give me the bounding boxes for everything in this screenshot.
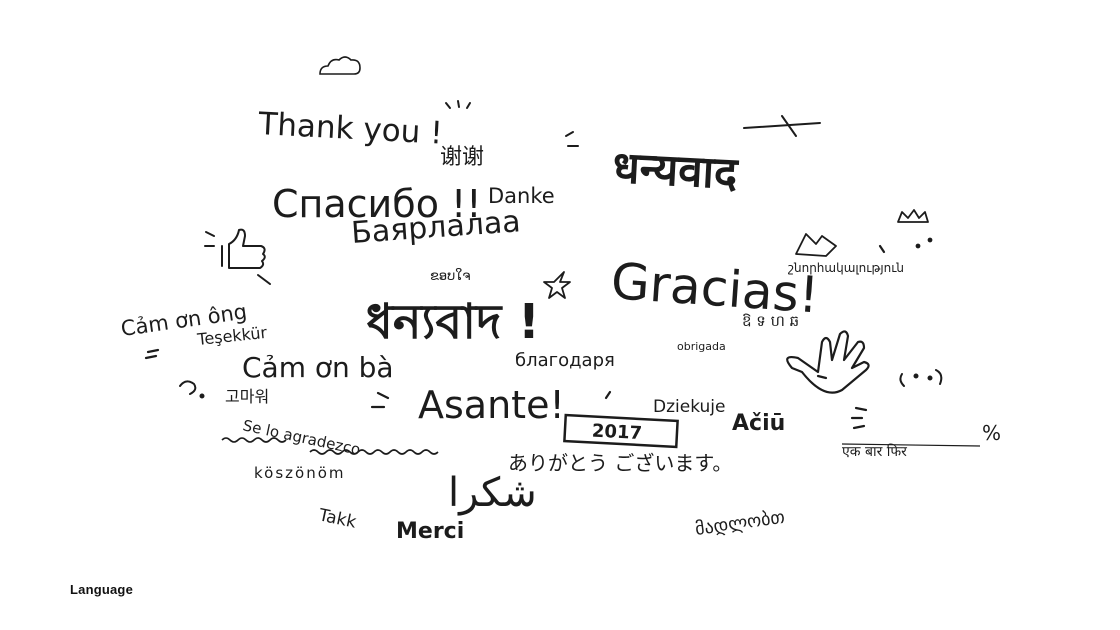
word-cam-on-ba: Cảm ơn bà: [242, 351, 394, 384]
thumbs-up-icon: [204, 228, 271, 285]
caption-language: Language: [70, 582, 133, 597]
word-aciu: Ačiū: [732, 411, 785, 436]
word-danke: Danke: [488, 184, 555, 208]
wavy-underline: [221, 437, 439, 455]
ek-baar-underline: [841, 443, 981, 447]
word-shukran: شكرا: [448, 470, 537, 516]
word-armenian: շնորհակալություն: [788, 261, 904, 275]
word-lao: ຂອບໃຈ: [430, 269, 471, 284]
word-obrigada: obrigada: [677, 340, 726, 353]
year-box: [563, 413, 679, 449]
word-takk: Takk: [316, 505, 358, 533]
cloud-icon: [319, 56, 361, 75]
word-dhanyavad-hindi: धन्यवाद: [611, 142, 740, 200]
word-dhonnobad: ধন্যবাদ !: [366, 294, 540, 350]
word-khmer: ឱ ទ ហ ឆ: [742, 312, 799, 330]
word-asante: Asante!: [418, 383, 565, 427]
hand-icon: [786, 330, 870, 394]
arrow-icon: [795, 233, 837, 257]
word-gracias: Gracias!: [609, 252, 821, 324]
word-blagodarya: благодаря: [515, 350, 615, 371]
word-xiexie: 谢谢: [440, 145, 484, 170]
crown-icon: [897, 209, 933, 249]
dash-marks: [144, 244, 886, 430]
word-georgian: მადლობთ: [694, 507, 786, 540]
word-merci: Merci: [396, 519, 464, 544]
cross-icon: [743, 115, 821, 137]
thank-you-sparkle-lines: [445, 100, 579, 147]
question-mark-icon: [179, 380, 205, 399]
word-spasibo: Спасибо !!: [272, 182, 481, 226]
word-arigato: ありがとう ございます。: [508, 451, 732, 475]
word-dziekuje: Dziekuje: [653, 397, 725, 417]
word-koszonom: köszönöm: [254, 464, 346, 482]
star-icon: [543, 271, 571, 299]
word-thank-you: Thank you !: [257, 106, 444, 152]
word-percent: %: [982, 421, 1001, 445]
word-korean: 고마워: [225, 387, 269, 406]
word-year: 2017: [591, 420, 642, 444]
word-ek-baar-phir: एक बार फिर: [842, 443, 907, 460]
smiley-icon: [899, 369, 943, 387]
